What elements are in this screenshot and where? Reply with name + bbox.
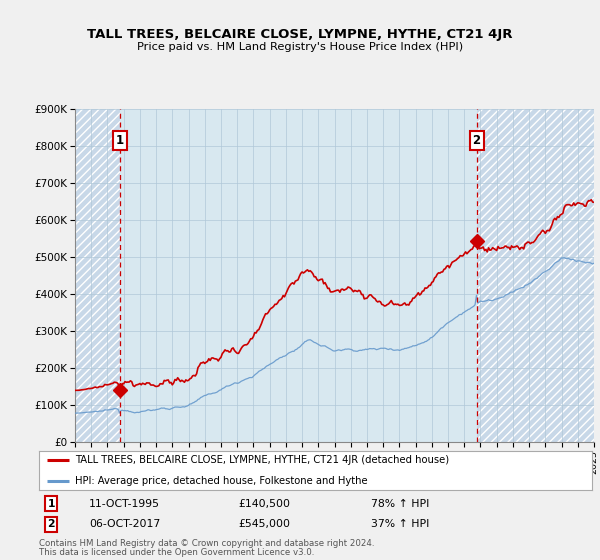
Text: Contains HM Land Registry data © Crown copyright and database right 2024.: Contains HM Land Registry data © Crown c… (39, 539, 374, 548)
Text: £545,000: £545,000 (238, 519, 290, 529)
Text: 78% ↑ HPI: 78% ↑ HPI (371, 499, 429, 508)
Text: TALL TREES, BELCAIRE CLOSE, LYMPNE, HYTHE, CT21 4JR: TALL TREES, BELCAIRE CLOSE, LYMPNE, HYTH… (87, 28, 513, 41)
Text: This data is licensed under the Open Government Licence v3.0.: This data is licensed under the Open Gov… (39, 548, 314, 557)
Text: 1: 1 (116, 134, 124, 147)
Text: HPI: Average price, detached house, Folkestone and Hythe: HPI: Average price, detached house, Folk… (75, 475, 368, 486)
Text: 37% ↑ HPI: 37% ↑ HPI (371, 519, 429, 529)
Text: TALL TREES, BELCAIRE CLOSE, LYMPNE, HYTHE, CT21 4JR (detached house): TALL TREES, BELCAIRE CLOSE, LYMPNE, HYTH… (75, 455, 449, 465)
Text: 11-OCT-1995: 11-OCT-1995 (89, 499, 160, 508)
Bar (75, 109, 120, 442)
Text: 1: 1 (47, 499, 55, 508)
Text: 06-OCT-2017: 06-OCT-2017 (89, 519, 160, 529)
Text: 2: 2 (473, 134, 481, 147)
Text: 2: 2 (47, 519, 55, 529)
Bar (476, 109, 594, 442)
Text: £140,500: £140,500 (238, 499, 290, 508)
Text: Price paid vs. HM Land Registry's House Price Index (HPI): Price paid vs. HM Land Registry's House … (137, 42, 463, 52)
